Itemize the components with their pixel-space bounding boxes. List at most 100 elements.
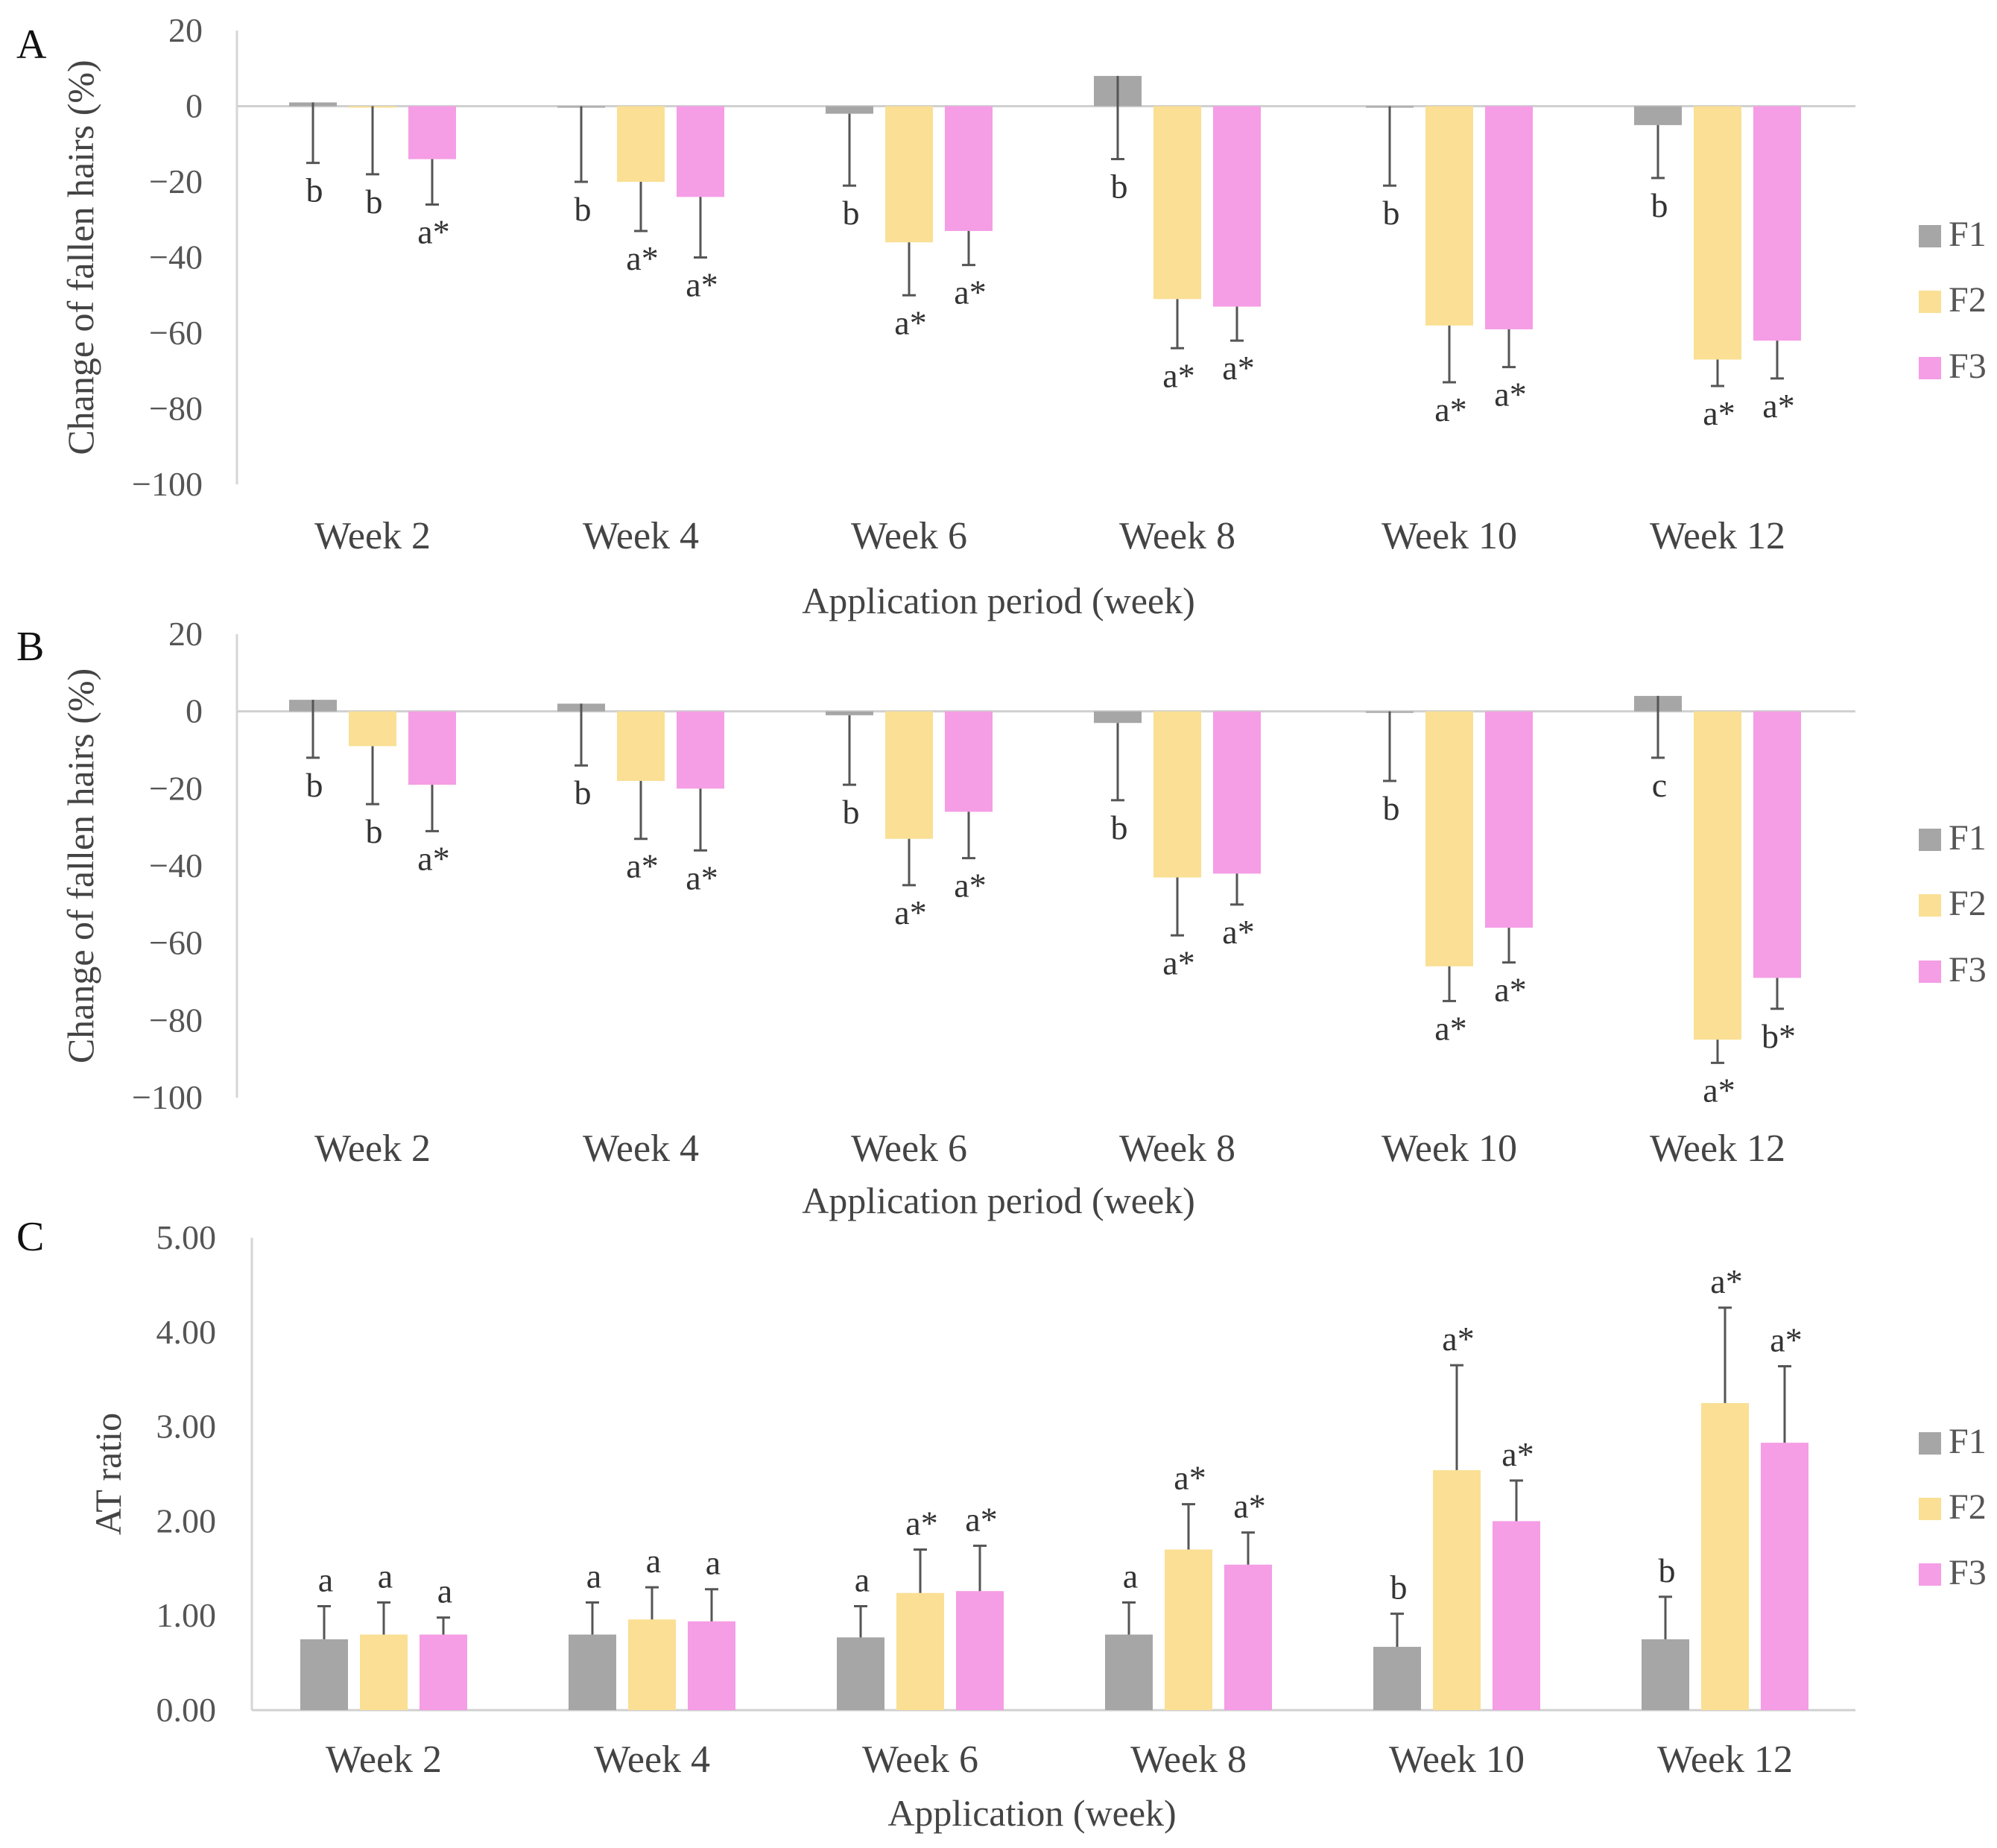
panel-c-y-tick: 2.00: [156, 1502, 217, 1540]
panel-a-legend-label-f2: F2: [1949, 280, 1987, 320]
panel-a-significance-f3: a*: [417, 212, 449, 250]
panel-c-bar-f2: [628, 1619, 676, 1710]
panel-a-significance-f1: b: [575, 190, 592, 228]
panel-a-bar-f3: [1753, 106, 1801, 341]
panel-c-significance-f2: a*: [1174, 1459, 1206, 1497]
panel-a-bar-f2: [885, 106, 933, 243]
panel-b-legend-swatch-f2: [1919, 894, 1941, 917]
panel-b-x-tick: Week 6: [851, 1127, 967, 1170]
panel-a-x-tick: Week 2: [314, 515, 431, 557]
panel-a-significance-f1: b: [1383, 194, 1400, 232]
panel-c-legend-label-f1: F1: [1949, 1422, 1987, 1461]
panel-b-y-tick: −60: [149, 924, 203, 962]
panel-c-legend-label-f3: F3: [1949, 1553, 1987, 1592]
panel-b-significance-f2: a*: [1703, 1071, 1735, 1109]
panel-b-significance-f2: a*: [1162, 943, 1194, 981]
panel-b-significance-f3: b*: [1762, 1017, 1796, 1055]
panel-b-significance-f2: a*: [626, 847, 658, 885]
panel-a-significance-f2: a*: [1703, 394, 1735, 432]
panel-a-legend-label-f3: F3: [1949, 346, 1987, 386]
panel-c-significance-f2: a: [378, 1557, 393, 1595]
panel-a-x-tick: Week 12: [1650, 515, 1785, 557]
panel-c-bar-f1: [1105, 1634, 1153, 1710]
panel-b-significance-f3: a*: [417, 839, 449, 877]
panel-c-bar-f2: [1165, 1549, 1212, 1710]
panel-c-significance-f3: a*: [1770, 1320, 1802, 1358]
panel-b-x-tick: Week 12: [1650, 1127, 1785, 1170]
panel-c-significance-f1: a: [1123, 1557, 1138, 1595]
panel-b-significance-f2: b: [366, 812, 383, 850]
panel-c-x-tick: Week 12: [1657, 1738, 1793, 1781]
panel-b-legend-label-f2: F2: [1949, 884, 1987, 923]
panel-c-x-tick: Week 10: [1389, 1738, 1525, 1781]
panel-c-bar-f1: [837, 1637, 884, 1710]
panel-a-y-tick: −60: [149, 314, 203, 352]
panel-b-significance-f1: b: [843, 793, 860, 831]
panel-c-bar-f3: [1761, 1443, 1808, 1710]
panel-b-bar-f1: [1094, 711, 1142, 724]
panel-b-legend-label-f3: F3: [1949, 950, 1987, 990]
panel-b-y-tick: −80: [149, 1001, 203, 1039]
panel-b-bar-f3: [1753, 711, 1801, 978]
panel-b-significance-f2: a*: [1434, 1009, 1466, 1047]
panel-a-significance-f2: a*: [1162, 356, 1194, 394]
panel-b-y-tick: −20: [149, 769, 203, 807]
panel-a-y-tick: −20: [149, 162, 203, 200]
panel-c-legend-swatch-f3: [1919, 1563, 1941, 1586]
panel-b-significance-f1: c: [1652, 766, 1667, 804]
panel-c-significance-f1: a: [586, 1557, 601, 1595]
panel-b-bar-f2: [1425, 711, 1473, 966]
panel-a-bar-f2: [1153, 106, 1201, 300]
panel-a-legend-swatch-f3: [1919, 357, 1941, 379]
panel-a-significance-f1: b: [306, 171, 323, 209]
panel-c-significance-f1: b: [1390, 1569, 1408, 1607]
panel-b-y-label: Change of fallen hairs (%): [60, 668, 101, 1063]
panel-c-bar-f2: [1433, 1469, 1481, 1710]
panel-b-y-tick: 0: [186, 692, 203, 730]
panel-c-significance-f3: a: [706, 1544, 721, 1582]
panel-c-significance-f2: a*: [1442, 1320, 1474, 1358]
panel-c-significance-f2: a*: [1710, 1262, 1742, 1300]
panel-b-legend-swatch-f3: [1919, 961, 1941, 983]
panel-c-x-label: Application (week): [887, 1792, 1176, 1834]
panel-c-significance-f1: a: [318, 1561, 333, 1599]
panel-b-bar-f2: [1694, 711, 1741, 1040]
panel-b-significance-f3: a*: [1494, 971, 1526, 1009]
panel-b-significance-f1: b: [306, 766, 323, 804]
panel-a-legend-swatch-f2: [1919, 291, 1941, 313]
panel-c-significance-f2: a: [646, 1542, 661, 1580]
panel-c-y-label: AT ratio: [87, 1413, 129, 1535]
panel-a-significance-f1: b: [843, 194, 860, 232]
panel-a-bar-f2: [1694, 106, 1741, 360]
panel-c-y-tick: 0.00: [156, 1691, 217, 1729]
panel-a-y-tick: −40: [149, 238, 203, 276]
panel-b-y-tick: −100: [132, 1078, 203, 1116]
panel-c-legend-swatch-f2: [1919, 1498, 1941, 1520]
panel-c-bar-f2: [1701, 1402, 1749, 1710]
panel-c-x-tick: Week 2: [326, 1738, 442, 1781]
panel-b-bar-f2: [617, 711, 665, 781]
panel-b-letter: B: [16, 624, 44, 670]
panel-b-bar-f3: [1485, 711, 1533, 928]
panel-c-bar-f1: [569, 1634, 616, 1710]
panel-b-bar-f2: [885, 711, 933, 839]
panel-c-significance-f3: a*: [965, 1500, 997, 1538]
panel-a-significance-f3: a*: [1762, 387, 1794, 425]
panel-a-bar-f3: [1485, 106, 1533, 329]
panel-a-y-tick: 0: [186, 87, 203, 125]
panel-a-y-tick: −100: [132, 465, 203, 503]
panel-c-legend-swatch-f1: [1919, 1432, 1941, 1455]
panel-a-bar-f3: [408, 106, 456, 159]
panel-b-significance-f3: a*: [1222, 913, 1254, 951]
panel-c-significance-f1: a: [855, 1561, 870, 1599]
panel-a-legend-swatch-f1: [1919, 225, 1941, 247]
panel-c-letter: C: [16, 1214, 44, 1260]
panel-c-bar-f1: [300, 1639, 348, 1710]
panel-b-y-tick: −40: [149, 847, 203, 885]
panel-c-significance-f3: a*: [1233, 1487, 1265, 1525]
panel-c-bar-f3: [1224, 1564, 1272, 1710]
panel-b-legend-swatch-f1: [1919, 829, 1941, 851]
panel-a-y-tick: −80: [149, 390, 203, 428]
panel-c-bar-f2: [896, 1592, 944, 1710]
panel-b-legend-label-f1: F1: [1949, 818, 1987, 858]
